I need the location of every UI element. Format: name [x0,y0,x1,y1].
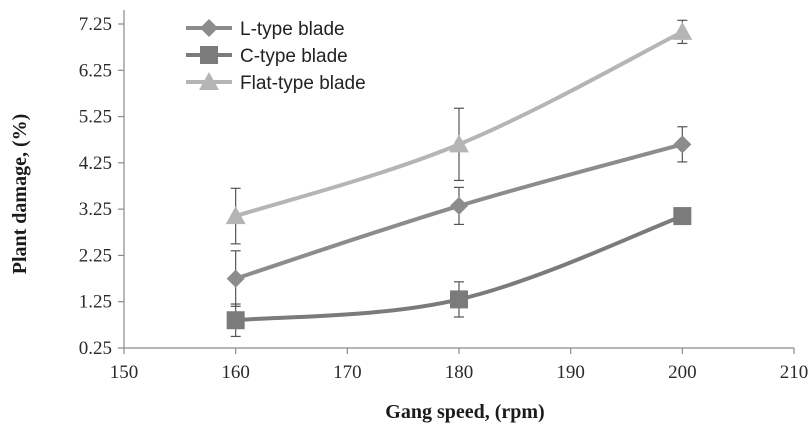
series-square [226,207,692,338]
y-tick-label: 4.25 [79,153,112,174]
series-diamond [226,126,692,307]
data-point-square [226,311,245,330]
data-point-diamond [226,269,245,288]
data-point-square [450,290,468,309]
data-point-diamond [450,196,468,215]
series-triangle [225,19,693,245]
series-layer [225,19,693,338]
legend-entry: Flat-type blade [186,72,366,94]
legend-label: C-type blade [240,46,348,67]
data-point-triangle [225,206,246,225]
x-tick-label: 200 [668,362,697,383]
legend: L-type blade C-type blade Flat-type blade [186,19,366,94]
legend-entry: C-type blade [186,46,348,67]
y-tick-label: 2.25 [79,245,112,266]
x-axis-title: Gang speed, (rpm) [385,401,544,423]
legend-marker-triangle [199,72,219,90]
y-tick-label: 3.25 [79,199,112,220]
y-axis-ticks: 0.25 1.25 2.25 3.25 4.25 5.25 6.25 7.25 [79,14,124,359]
x-tick-label: 180 [445,362,474,383]
legend-entry: L-type blade [186,19,345,40]
x-tick-label: 210 [780,362,809,383]
x-tick-label: 160 [221,362,250,383]
x-axis-ticks: 150 160 170 180 190 200 210 [110,348,809,383]
y-tick-label: 1.25 [79,292,112,313]
x-tick-label: 190 [556,362,585,383]
y-tick-label: 5.25 [79,107,112,128]
y-tick-label: 0.25 [79,338,112,359]
y-tick-label: 7.25 [79,14,112,35]
y-axis-title: Plant damage, (%) [9,114,31,275]
legend-marker-square [200,46,218,64]
legend-marker-diamond [200,19,218,37]
data-point-diamond [673,135,692,154]
legend-label: L-type blade [240,19,345,40]
x-tick-label: 170 [333,362,362,383]
data-point-triangle [449,134,469,153]
y-tick-label: 6.25 [79,60,112,81]
data-point-square [673,207,692,226]
data-point-triangle [672,21,693,40]
legend-label: Flat-type blade [240,73,366,94]
x-tick-label: 150 [110,362,139,383]
